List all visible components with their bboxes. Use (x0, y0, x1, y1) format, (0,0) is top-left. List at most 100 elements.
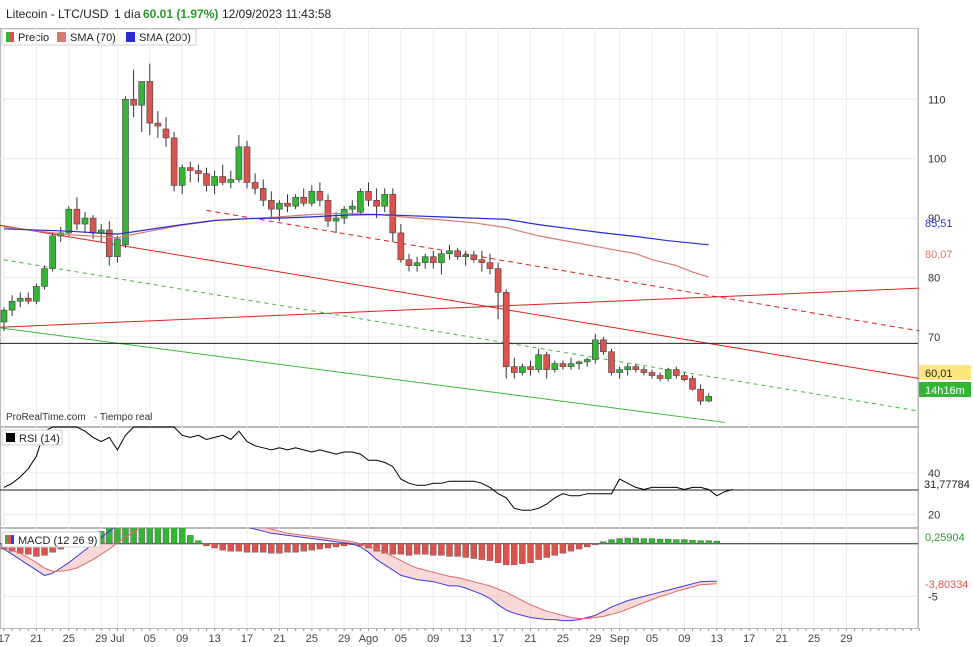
candle[interactable] (259, 188, 267, 201)
dashed-resistance-trendline[interactable] (206, 209, 920, 332)
candle[interactable] (551, 363, 559, 370)
candle[interactable] (24, 297, 32, 302)
candle[interactable] (591, 339, 599, 360)
candle[interactable] (130, 98, 137, 106)
candle[interactable] (292, 196, 299, 207)
candle[interactable] (672, 369, 680, 376)
channel-trendline[interactable] (0, 327, 725, 423)
candle[interactable] (446, 250, 453, 255)
candle[interactable] (527, 366, 534, 370)
candle[interactable] (33, 286, 40, 302)
candle[interactable] (308, 191, 316, 204)
candle[interactable] (600, 339, 607, 353)
rsi-label[interactable]: RSI (14) (19, 433, 60, 445)
candle[interactable] (616, 369, 623, 373)
candle[interactable] (454, 250, 461, 258)
legend-price[interactable]: Precio (18, 32, 49, 44)
legend-sma70[interactable]: SMA (70) (70, 32, 116, 44)
candle[interactable] (146, 81, 154, 124)
legend-sma200[interactable]: SMA (200) (139, 32, 191, 44)
candle[interactable] (438, 253, 445, 263)
candle[interactable] (486, 262, 494, 269)
candle[interactable] (664, 369, 672, 379)
candle[interactable] (154, 122, 162, 127)
candle[interactable] (187, 167, 194, 171)
candle[interactable] (689, 378, 696, 390)
candle[interactable] (89, 217, 97, 234)
support-trendline[interactable] (0, 287, 920, 328)
candle[interactable] (510, 366, 518, 373)
candle[interactable] (170, 137, 178, 186)
candle[interactable] (405, 259, 413, 266)
candle[interactable] (73, 208, 81, 225)
candle[interactable] (697, 388, 704, 402)
candle[interactable] (535, 354, 542, 370)
candle[interactable] (219, 176, 226, 183)
candle[interactable] (478, 259, 486, 263)
candle[interactable] (114, 238, 121, 258)
candle[interactable] (681, 375, 688, 380)
candle[interactable] (567, 363, 575, 367)
candle[interactable] (235, 146, 243, 180)
macd-label[interactable]: MACD (12 26 9) (18, 535, 97, 547)
candle[interactable] (16, 297, 24, 302)
candle[interactable] (648, 372, 656, 376)
dashed-channel-trendline[interactable] (0, 258, 920, 412)
candle[interactable] (122, 98, 129, 246)
candle[interactable] (195, 170, 202, 174)
candle[interactable] (559, 363, 567, 367)
candle[interactable] (324, 199, 332, 222)
candle[interactable] (389, 194, 397, 234)
candle[interactable] (373, 199, 380, 207)
resistance-trendline[interactable] (0, 224, 920, 379)
candle[interactable] (316, 191, 324, 201)
candle[interactable] (640, 369, 648, 373)
candle[interactable] (502, 292, 510, 367)
candle[interactable] (543, 354, 551, 370)
x-tick-label: Sep (610, 633, 630, 645)
candle[interactable] (284, 202, 291, 207)
candle[interactable] (413, 262, 421, 266)
candle[interactable] (470, 254, 478, 260)
candle[interactable] (49, 235, 56, 269)
candle[interactable] (608, 351, 615, 373)
candle[interactable] (81, 217, 89, 225)
candle[interactable] (575, 361, 583, 364)
candle[interactable] (332, 217, 340, 222)
candle[interactable] (106, 229, 113, 258)
candle[interactable] (162, 128, 170, 139)
candle[interactable] (519, 366, 526, 373)
candle[interactable] (178, 167, 186, 186)
candle[interactable] (462, 254, 470, 258)
candle[interactable] (138, 81, 145, 106)
macd-line (3, 528, 717, 622)
candle[interactable] (348, 205, 356, 210)
candle[interactable] (624, 366, 632, 370)
candle[interactable] (227, 179, 235, 183)
candle[interactable] (267, 199, 275, 210)
candle[interactable] (211, 176, 218, 186)
candle[interactable] (300, 196, 308, 204)
candle[interactable] (243, 146, 251, 183)
period-label[interactable]: 1 día (114, 7, 141, 21)
candle[interactable] (365, 191, 372, 201)
candle[interactable] (203, 173, 210, 186)
candle[interactable] (0, 309, 8, 323)
candle[interactable] (276, 202, 283, 210)
candle[interactable] (41, 268, 48, 287)
macd-histogram-bar (211, 543, 218, 549)
macd-legend-swatch-b (8, 535, 11, 544)
candle[interactable] (381, 194, 389, 207)
candle[interactable] (251, 182, 259, 189)
candle[interactable] (656, 375, 664, 379)
candle[interactable] (421, 256, 429, 263)
candle[interactable] (494, 268, 502, 293)
candle[interactable] (632, 366, 640, 370)
candle[interactable] (8, 300, 16, 311)
candle[interactable] (705, 395, 713, 402)
candle[interactable] (429, 256, 437, 263)
candle[interactable] (583, 359, 591, 363)
candle[interactable] (65, 208, 73, 234)
candle[interactable] (397, 232, 405, 260)
candle[interactable] (357, 191, 364, 213)
